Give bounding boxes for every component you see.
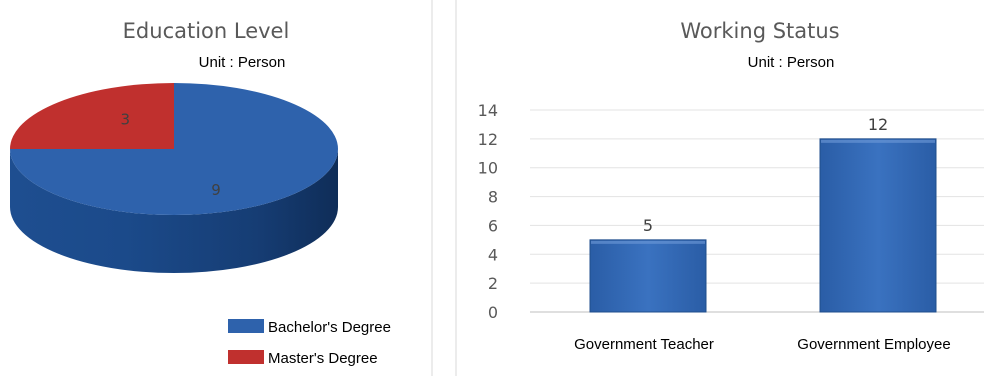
bar-government-teacher — [589, 239, 707, 313]
y-tick-label: 14 — [478, 101, 498, 120]
legend-swatch-masters — [228, 350, 264, 364]
bar-data-label: 5 — [643, 216, 653, 235]
pie-chart: Education Level Unit : Person 93 Bachelo… — [10, 19, 391, 367]
y-tick-label: 6 — [488, 216, 498, 235]
bar-data-label: 12 — [868, 115, 888, 134]
y-tick-label: 8 — [488, 188, 498, 207]
bar-x-axis: Government Teacher Government Employee — [574, 336, 951, 353]
y-tick-label: 0 — [488, 303, 498, 322]
pie-title: Education Level — [123, 19, 290, 43]
pie-marks: 93 — [10, 83, 338, 273]
legend-label-bachelors: Bachelor's Degree — [268, 319, 391, 336]
y-tick-label: 12 — [478, 130, 498, 149]
bar-government-employee — [819, 138, 937, 313]
y-tick-label: 4 — [488, 245, 498, 264]
bar-unit-label: Unit : Person — [748, 54, 835, 71]
bar-y-axis: 0 2 4 6 8 10 12 14 — [478, 101, 498, 322]
bar-title: Working Status — [680, 19, 839, 43]
pie-side-bachelors — [10, 149, 338, 273]
bar-chart: Working Status Unit : Person 0 2 4 6 8 10 12 14… — [478, 19, 984, 353]
legend-label-masters: Master's Degree — [268, 350, 378, 367]
pie-unit-label: Unit : Person — [199, 54, 286, 71]
pie-slice-masters — [10, 83, 174, 149]
y-tick-label: 2 — [488, 274, 498, 293]
pie-legend: Bachelor's Degree Master's Degree — [228, 319, 391, 367]
legend-swatch-bachelors — [228, 319, 264, 333]
bar-highlight — [591, 240, 705, 244]
pie-label-bachelors: 9 — [211, 181, 221, 199]
bar-marks: 5 12 — [589, 115, 937, 313]
y-tick-label: 10 — [478, 159, 498, 178]
bar-highlight — [821, 139, 935, 143]
pie-label-masters: 3 — [121, 111, 131, 129]
x-category-label: Government Teacher — [574, 336, 714, 353]
x-category-label: Government Employee — [797, 336, 950, 353]
